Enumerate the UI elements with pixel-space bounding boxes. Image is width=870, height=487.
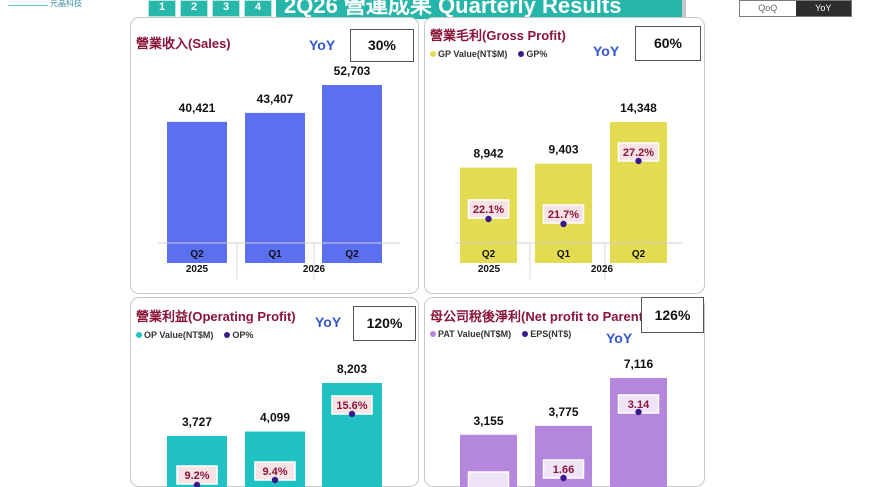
net-pct-label-3: 3.14 — [628, 399, 650, 411]
operating-value-label-3: 8,203 — [337, 362, 367, 376]
legend-label-gp-value: GP Value(NT$M) — [438, 49, 508, 59]
gross-pct-label-2: 21.7% — [548, 209, 579, 221]
sales-yoy-label: YoY — [309, 37, 336, 53]
gross-profit-yoy-growth: 60% — [635, 26, 701, 61]
page-title: 2Q26 營運成果 Quarterly Results — [276, 0, 686, 19]
operating-profit-yoy-growth: 120% — [353, 306, 416, 341]
gross-profit-yoy-label: YoY — [593, 43, 620, 59]
gross-category-label-3: Q2 — [632, 249, 646, 260]
net-pct-label-2: 1.66 — [553, 464, 574, 476]
logo-text: 元晶科技 — [50, 0, 82, 8]
gross-pct-label-3: 27.2% — [623, 147, 654, 159]
gross-category-label-1: Q2 — [482, 249, 496, 260]
gross-pct-marker-3 — [635, 157, 642, 165]
gross-category-label-2: Q1 — [557, 249, 571, 260]
net-value-label-2: 3,775 — [548, 405, 578, 419]
sales-bar-3 — [322, 85, 382, 263]
legend-swatch-gp-pct — [518, 51, 525, 57]
sales-category-label-3: Q2 — [345, 249, 359, 260]
net-profit-panel-title: 母公司稅後淨利(Net profit to Parent) — [430, 309, 648, 324]
gross-profit-legend: GP Value(NT$M) GP% — [430, 49, 547, 59]
legend-label-pat-value: PAT Value(NT$M) — [438, 329, 512, 339]
qoq-yoy-toggle: QoQ YoY — [739, 0, 852, 17]
sales-value-label-3: 52,703 — [334, 64, 371, 78]
operating-pct-label-1: 9.2% — [184, 470, 209, 482]
sales-value-label-2: 43,407 — [257, 92, 294, 106]
legend-swatch-op-value — [136, 332, 142, 338]
sales-bar-1 — [167, 121, 227, 264]
sales-category-label-2: Q1 — [268, 249, 282, 260]
net-value-label-3: 7,116 — [624, 357, 654, 371]
net-pct-box-1 — [467, 471, 510, 487]
operating-value-label-1: 3,727 — [182, 415, 212, 429]
legend-swatch-op-pct — [224, 332, 231, 338]
gross-pct-label-1: 22.1% — [473, 204, 504, 216]
net-profit-yoy-growth: 126% — [641, 297, 704, 333]
sales-group-label-2: 2026 — [303, 264, 326, 275]
sales-bar-2 — [245, 112, 305, 263]
gross-pct-marker-2 — [560, 220, 567, 228]
net-pct-marker-2 — [560, 474, 567, 482]
operating-pct-marker-2 — [271, 476, 279, 484]
gross-group-label-2: 2026 — [591, 264, 614, 275]
gross-value-label-3: 14,348 — [620, 101, 657, 115]
gross-value-label-2: 9,403 — [548, 143, 578, 157]
sales-value-label-1: 40,421 — [179, 101, 216, 115]
nav-tab-2[interactable]: 2 — [180, 0, 208, 17]
operating-value-label-2: 4,099 — [260, 411, 290, 425]
operating-pct-label-3: 15.6% — [336, 400, 367, 412]
sales-group-label-1: 2025 — [186, 264, 209, 275]
gross-profit-panel-title: 營業毛利(Gross Profit) — [430, 28, 566, 43]
gross-value-label-1: 8,942 — [473, 147, 503, 161]
nav-tab-3[interactable]: 3 — [212, 0, 240, 17]
charts-layer: 40,421 43,407 52,703 Q2 Q1 Q2 2025 2026 8,942 9,4… — [158, 64, 683, 487]
yoy-toggle-button[interactable]: YoY — [795, 1, 851, 16]
operating-pct-marker-3 — [348, 410, 356, 418]
net-profit-yoy-label: YoY — [606, 330, 633, 346]
legend-swatch-eps — [522, 331, 529, 337]
legend-swatch-pat-value — [430, 331, 436, 337]
net-profit-legend: PAT Value(NT$M) EPS(NT$) — [430, 329, 571, 339]
gross-group-label-1: 2025 — [478, 264, 501, 275]
legend-swatch-gp-value — [430, 51, 436, 57]
legend-label-eps: EPS(NT$) — [530, 329, 572, 339]
logo-line — [8, 5, 48, 6]
sales-panel-title: 營業收入(Sales) — [136, 36, 231, 51]
legend-label-op-pct: OP% — [232, 330, 254, 340]
sales-category-label-1: Q2 — [190, 249, 204, 260]
nav-tab-1[interactable]: 1 — [148, 0, 176, 17]
legend-label-gp-pct: GP% — [526, 49, 548, 59]
operating-profit-panel-title: 營業利益(Operating Profit) — [136, 309, 296, 324]
legend-label-op-value: OP Value(NT$M) — [144, 330, 214, 340]
gross-pct-marker-1 — [485, 215, 492, 223]
nav-tab-4[interactable]: 4 — [244, 0, 272, 17]
net-pct-marker-3 — [635, 408, 642, 416]
net-value-label-1: 3,155 — [473, 414, 503, 428]
operating-profit-yoy-label: YoY — [315, 314, 342, 330]
sales-yoy-growth: 30% — [350, 29, 414, 62]
operating-profit-legend: OP Value(NT$M) OP% — [136, 330, 253, 340]
qoq-toggle-button[interactable]: QoQ — [740, 1, 796, 16]
